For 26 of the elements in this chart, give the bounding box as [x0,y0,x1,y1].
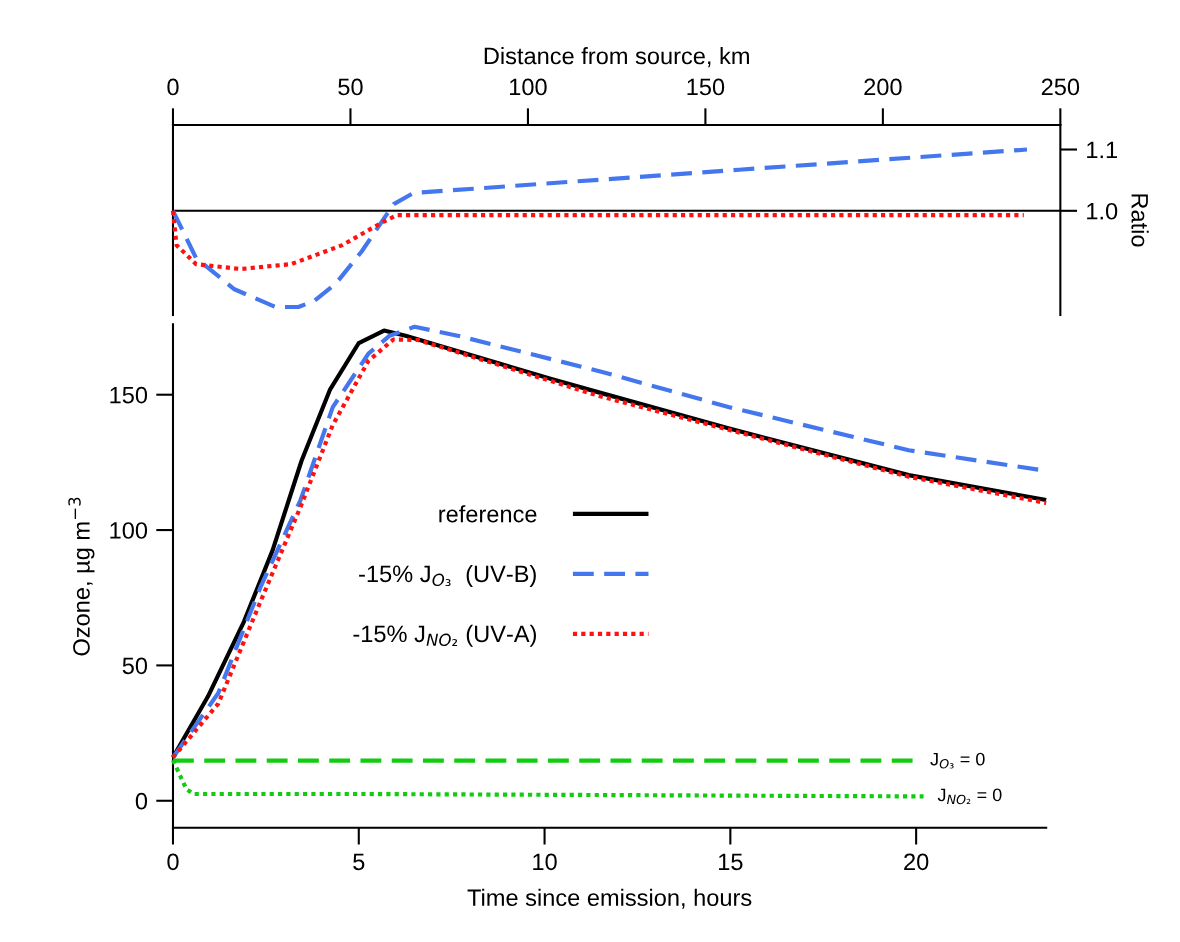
y-tick-label: 1.1 [1087,141,1118,159]
annotation: J$_{O₃}$ = 0 [930,752,985,769]
x-axis-title: Time since emission, hours [467,888,752,909]
legend-label: -15% J$_{NO₂}$ (UV-A) [353,624,536,647]
x-tick-label: 20 [904,853,929,871]
y-axis-title: Ozone, µg m$^{−3}$ [68,497,95,656]
y-tick-label: 100 [110,522,148,539]
y-tick-label: 0 [135,792,148,810]
legend-label: -15% J$_{O₃}$ (UV-B) [359,564,536,587]
legend-label: reference [439,505,537,523]
x-tick-label: 200 [864,78,902,96]
y-tick-label: 1.0 [1087,202,1118,220]
y-tick-label: 50 [122,657,148,675]
x-tick-label: 5 [353,853,365,871]
x-tick-label: 100 [510,78,547,96]
x-tick-label: 15 [719,853,743,871]
x-tick-label: 0 [167,853,179,871]
x-tick-label: 10 [533,853,557,871]
x-axis-title: Distance from source, km [484,46,749,68]
x-tick-label: 150 [687,78,725,96]
x-tick-label: 250 [1041,78,1080,96]
annotation: J$_{NO₂}$ = 0 [937,788,1002,805]
x-tick-label: 50 [338,78,363,96]
y-tick-label: 150 [110,386,148,404]
y-axis-title: Ratio [1131,194,1149,247]
x-tick-label: 0 [167,78,179,96]
